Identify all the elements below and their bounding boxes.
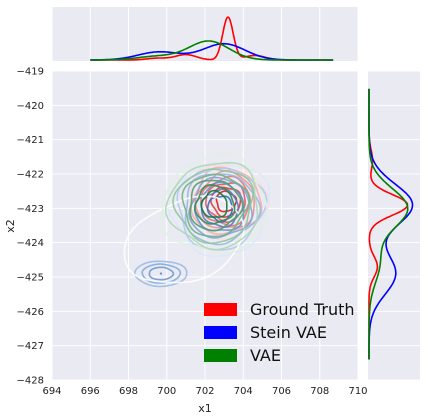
- kde-contour: [164, 161, 259, 251]
- x-tick-label: 704: [234, 386, 253, 397]
- kde-contour: [181, 173, 251, 238]
- kde-contours: [123, 151, 271, 288]
- x-tick-label: 708: [310, 386, 329, 397]
- legend-swatch: [204, 349, 237, 362]
- x-axis-label: x1: [198, 402, 212, 415]
- top-marginal-grid: [51, 7, 359, 61]
- y-tick-labels: −419 −420 −421 −422 −423 −424 −425 −426 −427 −428: [17, 67, 44, 387]
- kde-contour: [193, 181, 245, 232]
- right-marginal-curves: [368, 88, 414, 360]
- right-marginal-panel: [368, 71, 420, 380]
- kde-contour: [148, 266, 175, 281]
- y-tick-label: −428: [17, 376, 44, 387]
- y-tick-label: −424: [17, 238, 44, 249]
- top-marginal-curves: [90, 16, 334, 61]
- y-axis-label: x2: [4, 219, 17, 233]
- y-tick-label: −425: [17, 273, 44, 284]
- marginal-curve-y: [368, 88, 409, 360]
- y-tick-label: −426: [17, 307, 44, 318]
- kde-contour: [189, 179, 244, 232]
- kde-contour-peak: [159, 272, 163, 275]
- kde-contour: [200, 189, 228, 218]
- legend-swatch: [204, 303, 237, 316]
- x-tick-label: 700: [157, 386, 176, 397]
- y-tick-label: −420: [17, 101, 44, 112]
- x-tick-labels: 694 696 698 700 702 704 706 708 710: [42, 386, 367, 397]
- x-tick-label: 706: [272, 386, 291, 397]
- x-tick-label: 698: [119, 386, 138, 397]
- y-tick-label: −427: [17, 341, 44, 352]
- legend-label: VAE: [250, 346, 281, 365]
- y-tick-label: −421: [17, 135, 44, 146]
- x-tick-label: 696: [81, 386, 100, 397]
- kde-contour: [184, 173, 262, 246]
- kde-contour: [172, 168, 255, 245]
- y-tick-label: −423: [17, 204, 44, 215]
- kde-contour: [194, 183, 236, 225]
- legend-swatch: [204, 326, 237, 339]
- y-tick-label: −422: [17, 170, 44, 181]
- legend: Ground Truth Stein VAE VAE: [204, 300, 355, 365]
- legend-label: Ground Truth: [250, 300, 355, 319]
- marginal-curve-x: [90, 40, 334, 61]
- kde-contour: [166, 162, 271, 258]
- kde-contour: [160, 151, 268, 255]
- y-tick-label: −419: [17, 67, 44, 78]
- main-grid: [51, 70, 359, 381]
- x-tick-label: 710: [348, 386, 367, 397]
- legend-label: Stein VAE: [250, 323, 327, 342]
- x-tick-label: 702: [195, 386, 214, 397]
- x-tick-label: 694: [42, 386, 61, 397]
- kde-contour: [123, 195, 245, 284]
- kde-contour: [133, 260, 188, 288]
